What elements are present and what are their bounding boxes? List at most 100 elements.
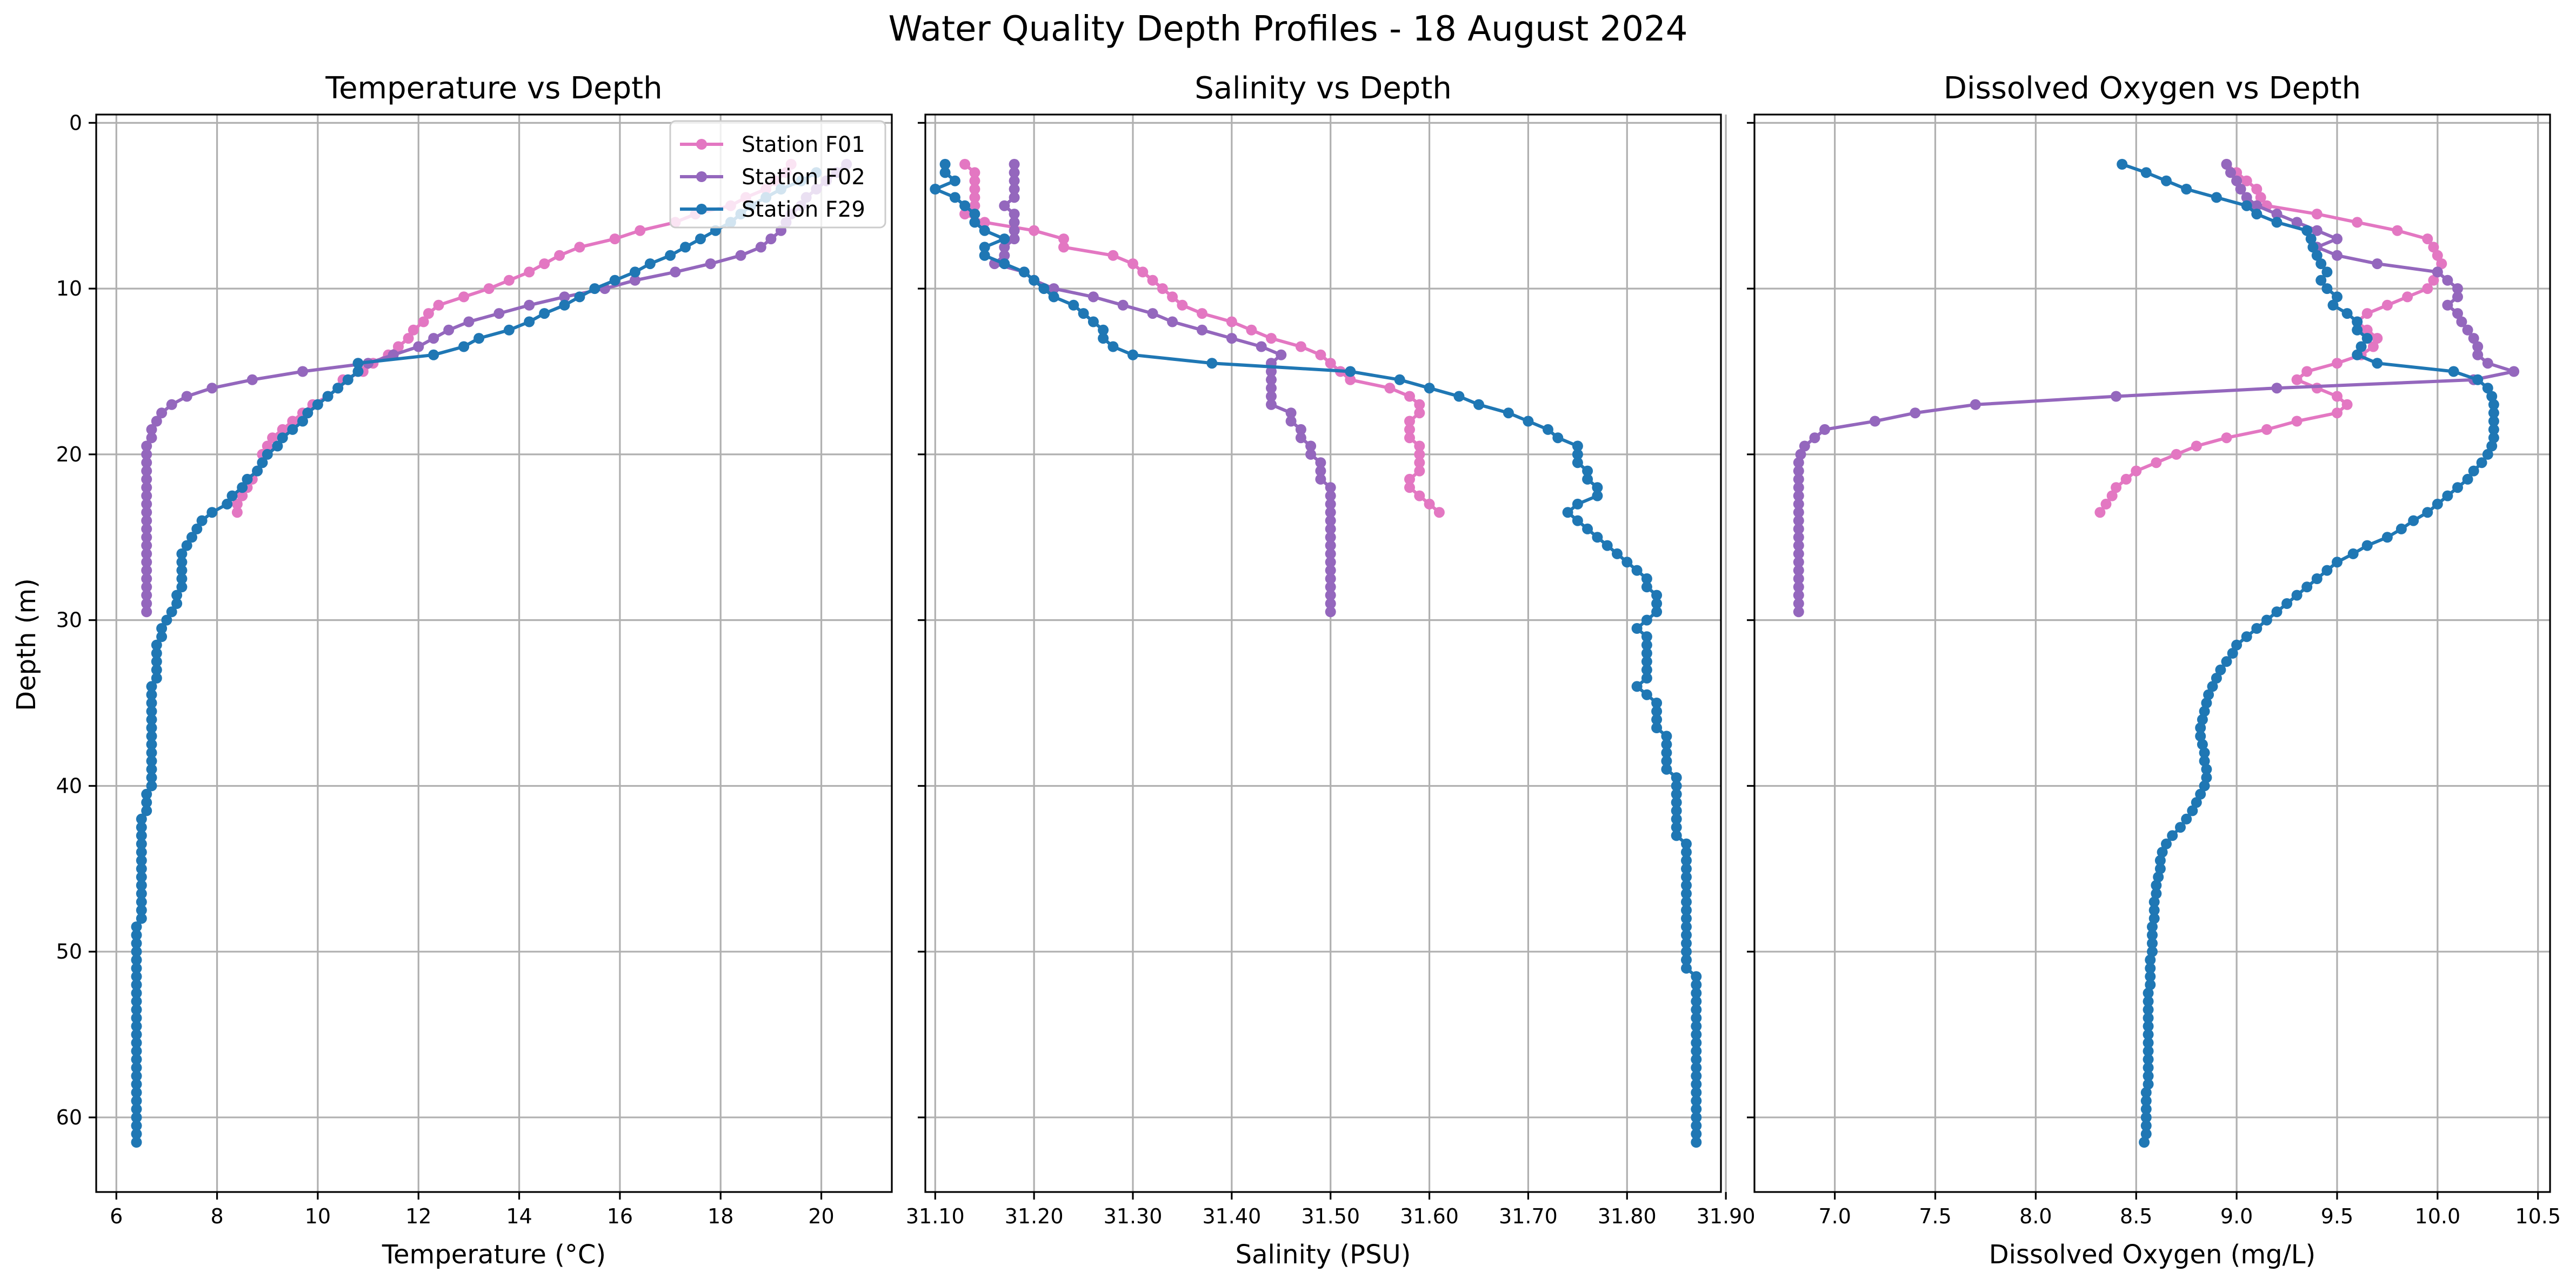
data-point	[735, 250, 746, 261]
data-point	[2311, 573, 2323, 584]
data-point	[2462, 324, 2473, 336]
panel-salinity: Salinity vs Depth Salinity (PSU) 31.10 31…	[906, 71, 1756, 1270]
legend-marker	[696, 139, 707, 150]
data-point	[2201, 764, 2212, 775]
x-tick-label: 31.60	[1400, 1204, 1459, 1228]
data-point	[1621, 557, 1633, 568]
data-point	[1068, 299, 1079, 311]
data-point	[2187, 805, 2198, 816]
data-point	[1009, 217, 1020, 228]
data-point	[2100, 498, 2112, 510]
data-point	[2307, 242, 2319, 253]
data-point	[2215, 664, 2226, 675]
data-point	[141, 515, 152, 526]
axis-ticks: 31.10 31.20 31.30 31.40 31.50 31.60 31.70 31.80…	[906, 122, 1756, 1228]
data-point	[969, 217, 980, 228]
x-tick-label: 6	[110, 1204, 123, 1228]
data-point	[2271, 606, 2283, 618]
data-point	[2221, 159, 2232, 170]
legend-entry: Station F02	[680, 165, 865, 190]
data-point	[1325, 565, 1336, 576]
panel-title: Temperature vs Depth	[325, 71, 662, 106]
data-point	[2153, 872, 2164, 883]
data-point	[2488, 416, 2499, 427]
data-point	[146, 755, 157, 767]
data-point	[1404, 432, 1415, 444]
data-point	[1315, 465, 1326, 477]
data-point	[463, 316, 475, 327]
data-point	[2143, 996, 2154, 1007]
data-point	[1691, 1012, 1702, 1023]
data-point	[2207, 681, 2218, 692]
data-point	[1325, 507, 1336, 518]
data-point	[1414, 399, 1425, 410]
data-point	[141, 448, 152, 460]
data-point	[131, 938, 142, 949]
data-point	[1582, 523, 1593, 534]
data-point	[1671, 822, 1682, 833]
data-point	[146, 772, 157, 784]
data-point	[1256, 341, 1267, 352]
data-point	[146, 780, 157, 792]
data-point	[2311, 209, 2323, 220]
data-point	[999, 250, 1010, 261]
data-point	[2452, 482, 2463, 493]
data-point	[2241, 200, 2252, 211]
data-point	[1661, 747, 1672, 759]
data-point	[2140, 1103, 2152, 1115]
legend-entry: Station F29	[680, 197, 865, 222]
data-point	[2227, 648, 2238, 659]
data-point	[262, 448, 273, 460]
data-point	[1671, 797, 1682, 808]
data-point	[2211, 673, 2222, 684]
data-point	[146, 714, 157, 725]
data-point	[2147, 946, 2158, 957]
data-point	[2145, 954, 2156, 966]
y-tick-label: 30	[56, 608, 82, 632]
data-point	[206, 383, 218, 394]
data-point	[1414, 448, 1425, 460]
data-point	[1691, 979, 1702, 990]
data-point	[1325, 606, 1336, 618]
data-point	[2381, 299, 2393, 311]
data-point	[559, 291, 570, 303]
data-point	[2402, 291, 2413, 303]
data-point	[1631, 565, 1643, 576]
data-point	[151, 639, 162, 651]
data-point	[1582, 465, 1593, 477]
data-point	[1266, 383, 1277, 394]
data-point	[1661, 739, 1672, 750]
data-point	[181, 540, 192, 551]
data-point	[2261, 614, 2272, 626]
plot-frame	[924, 113, 1722, 1193]
data-point	[1651, 590, 1663, 601]
data-point	[2367, 341, 2379, 352]
data-point	[1691, 1062, 1702, 1073]
data-point	[2486, 440, 2498, 452]
data-point	[2291, 416, 2303, 427]
data-point	[2428, 274, 2439, 286]
data-point	[2181, 813, 2192, 825]
data-point	[206, 507, 218, 518]
data-point	[428, 349, 439, 360]
data-point	[2311, 250, 2323, 261]
data-point	[131, 1012, 142, 1023]
data-point	[131, 1021, 142, 1032]
data-point	[1295, 432, 1306, 444]
data-point	[1276, 349, 1287, 360]
data-point	[191, 523, 203, 534]
data-point	[1404, 416, 1415, 427]
data-point	[1592, 532, 1603, 543]
data-point	[1009, 184, 1020, 195]
data-point	[141, 557, 152, 568]
data-point	[1029, 274, 1040, 286]
data-point	[433, 299, 444, 311]
data-point	[131, 946, 142, 957]
data-point	[156, 631, 168, 642]
y-tick-label: 0	[69, 111, 82, 135]
data-point	[1641, 673, 1652, 684]
data-point	[141, 548, 152, 559]
data-point	[2372, 358, 2383, 369]
data-point	[131, 1087, 142, 1098]
